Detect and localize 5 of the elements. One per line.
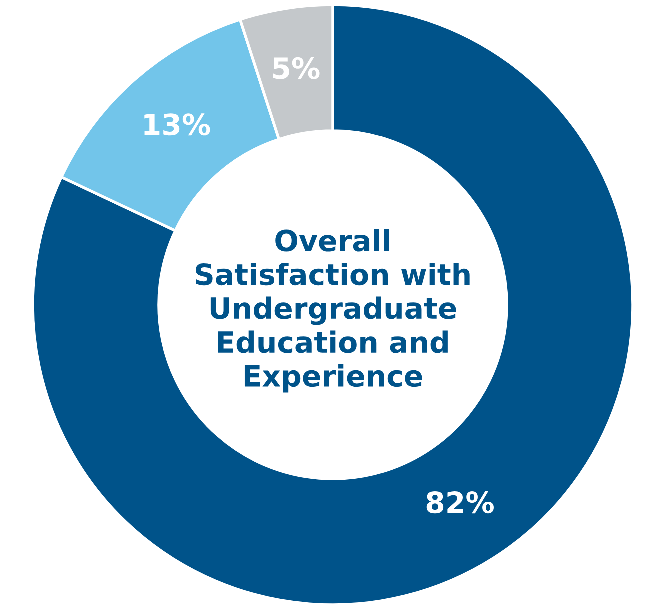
data-label: 82% bbox=[426, 492, 494, 514]
data-label: 5% bbox=[273, 57, 320, 80]
donut-slice bbox=[32, 4, 634, 606]
data-label: 13% bbox=[144, 114, 210, 136]
text: Overall Satisfaction with Undergraduate Education and Experience bbox=[196, 229, 470, 393]
